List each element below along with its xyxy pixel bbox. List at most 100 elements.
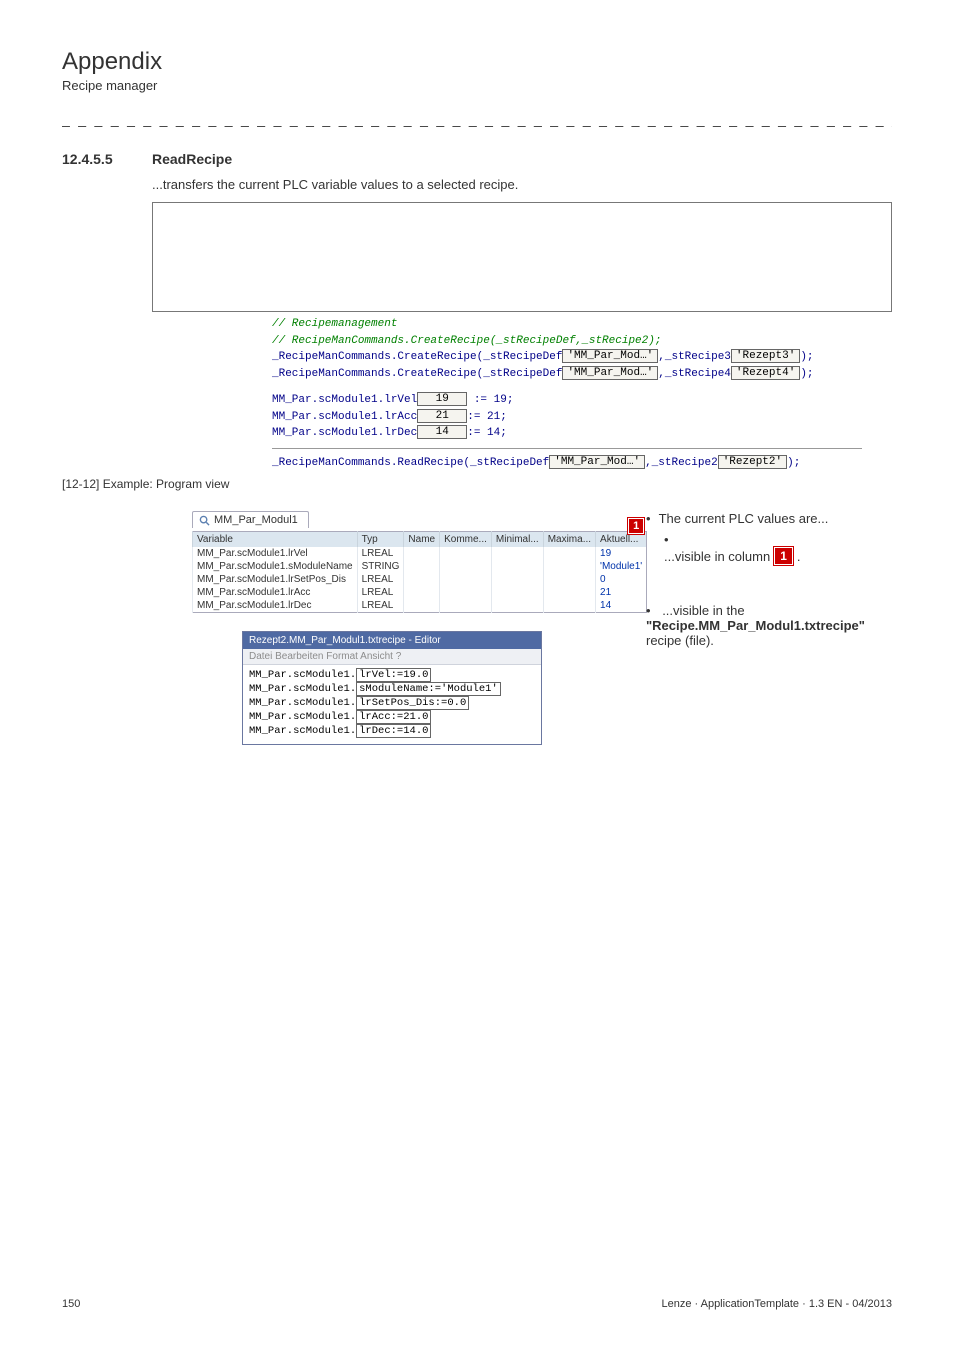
code-divider bbox=[272, 448, 862, 449]
ed-l5b: lrDec:=14.0 bbox=[356, 724, 431, 738]
table-cell: MM_Par.scModule1.lrSetPos_Dis bbox=[193, 573, 358, 586]
bullet-badge: 1 bbox=[774, 547, 793, 565]
ed-l5a: MM_Par.scModule1. bbox=[249, 725, 356, 737]
table-cell bbox=[440, 586, 492, 599]
table-cell: MM_Par.scModule1.sModuleName bbox=[193, 560, 358, 573]
col-variable[interactable]: Variable bbox=[193, 531, 358, 547]
code-v1a: MM_Par.scModule1.lrVel bbox=[272, 394, 417, 406]
figure-caption: [12-12] Example: Program view bbox=[62, 477, 892, 491]
code-v1b: 19 bbox=[417, 392, 467, 406]
table-cell bbox=[491, 586, 543, 599]
col-typ[interactable]: Typ bbox=[357, 531, 404, 547]
table-row[interactable]: MM_Par.scModule1.lrVelLREAL19 bbox=[193, 547, 647, 560]
table-cell bbox=[491, 573, 543, 586]
table-cell: LREAL bbox=[357, 586, 404, 599]
table-cell: MM_Par.scModule1.lrVel bbox=[193, 547, 358, 560]
table-row[interactable]: MM_Par.scModule1.lrDecLREAL 14 bbox=[193, 599, 647, 613]
section-number: 12.4.5.5 bbox=[62, 151, 152, 167]
variable-grid: Variable Typ Name Komme... Minimal... Ma… bbox=[192, 531, 647, 613]
code-line-1a: _RecipeManCommands.CreateRecipe(_stRecip… bbox=[272, 351, 562, 363]
editor-titlebar: Rezept2.MM_Par_Modul1.txtrecipe - Editor bbox=[243, 632, 541, 649]
table-row[interactable]: MM_Par.scModule1.sModuleNameSTRING 'Modul… bbox=[193, 560, 647, 573]
ed-l4b: lrAcc:=21.0 bbox=[356, 710, 431, 724]
table-cell bbox=[404, 560, 440, 573]
bullet-1: The current PLC values are... bbox=[646, 511, 892, 526]
code-v3a: MM_Par.scModule1.lrDec bbox=[272, 427, 417, 439]
table-cell bbox=[543, 573, 595, 586]
table-cell: LREAL bbox=[357, 547, 404, 560]
bullet-2c: recipe (file). bbox=[646, 633, 714, 648]
section-title: ReadRecipe bbox=[152, 151, 232, 167]
table-cell: LREAL bbox=[357, 599, 404, 613]
top-empty-frame bbox=[152, 202, 892, 312]
table-cell bbox=[440, 560, 492, 573]
table-cell bbox=[404, 586, 440, 599]
grid-tab[interactable]: MM_Par_Modul1 bbox=[192, 511, 309, 528]
ed-l1b: lrVel:=19.0 bbox=[356, 668, 431, 682]
ed-l3b: lrSetPos_Dis:=0.0 bbox=[356, 696, 469, 710]
col-name[interactable]: Name bbox=[404, 531, 440, 547]
code-v3b: 14 bbox=[417, 425, 467, 439]
table-cell bbox=[491, 547, 543, 560]
code-r1d: 'Rezept2' bbox=[718, 455, 787, 469]
code-r1b: 'MM_Par_Mod…' bbox=[549, 455, 645, 469]
table-row[interactable]: MM_Par.scModule1.lrAccLREAL 21 bbox=[193, 586, 647, 599]
table-cell: MM_Par.scModule1.lrDec bbox=[193, 599, 358, 613]
col-minimal[interactable]: Minimal... bbox=[491, 531, 543, 547]
table-cell bbox=[404, 547, 440, 560]
col-badge-1: 1 bbox=[628, 518, 644, 534]
section-desc: ...transfers the current PLC variable va… bbox=[152, 177, 892, 192]
code-line-1e: ); bbox=[800, 351, 813, 363]
code-box-1d: 'Rezept3' bbox=[731, 349, 800, 363]
table-cell: 21 bbox=[596, 586, 647, 599]
code-line-2c: ,_stRecipe4 bbox=[658, 368, 731, 380]
ed-l1a: MM_Par.scModule1. bbox=[249, 669, 356, 681]
table-cell: 14 bbox=[596, 599, 647, 613]
page-footer: 150 Lenze · ApplicationTemplate · 1.3 EN… bbox=[62, 1298, 892, 1310]
table-cell bbox=[543, 599, 595, 613]
code-line-2a: _RecipeManCommands.CreateRecipe(_stRecip… bbox=[272, 368, 562, 380]
table-cell: 'Module1' bbox=[596, 560, 647, 573]
code-block: // Recipemanagement // RecipeManCommands… bbox=[272, 316, 862, 471]
table-cell bbox=[543, 560, 595, 573]
code-line-2e: ); bbox=[800, 368, 813, 380]
code-r1e: ); bbox=[787, 457, 800, 469]
bullet-1-sub-b: . bbox=[797, 549, 801, 564]
code-box-2b: 'MM_Par_Mod…' bbox=[562, 366, 658, 380]
col-maxima[interactable]: Maxima... bbox=[543, 531, 595, 547]
table-row[interactable]: MM_Par.scModule1.lrSetPos_DisLREAL0 bbox=[193, 573, 647, 586]
table-cell bbox=[440, 599, 492, 613]
appendix-subtitle: Recipe manager bbox=[62, 78, 892, 93]
magnifier-icon bbox=[199, 515, 210, 526]
code-r1c: ,_stRecipe2 bbox=[645, 457, 718, 469]
footer-right: Lenze · ApplicationTemplate · 1.3 EN - 0… bbox=[661, 1298, 892, 1310]
table-cell: MM_Par.scModule1.lrAcc bbox=[193, 586, 358, 599]
appendix-title: Appendix bbox=[62, 48, 892, 76]
code-v3c: := 14; bbox=[467, 427, 507, 439]
code-v2c: := 21; bbox=[467, 411, 507, 423]
divider-dashes: _ _ _ _ _ _ _ _ _ _ _ _ _ _ _ _ _ _ _ _ … bbox=[62, 111, 892, 127]
code-line-1c: ,_stRecipe3 bbox=[658, 351, 731, 363]
bullet-1-sub-a: ...visible in column bbox=[664, 549, 770, 564]
page-number: 150 bbox=[62, 1298, 80, 1310]
table-cell bbox=[404, 573, 440, 586]
bullet-2: ...visible in the "Recipe.MM_Par_Modul1.… bbox=[646, 603, 892, 648]
table-cell bbox=[543, 547, 595, 560]
bullet-2a: ...visible in the bbox=[662, 603, 744, 618]
ed-l2a: MM_Par.scModule1. bbox=[249, 683, 356, 695]
col-komme[interactable]: Komme... bbox=[440, 531, 492, 547]
editor-menu[interactable]: Datei Bearbeiten Format Ansicht ? bbox=[243, 649, 541, 665]
table-cell: STRING bbox=[357, 560, 404, 573]
bullet-2b: "Recipe.MM_Par_Modul1.txtrecipe" bbox=[646, 618, 865, 633]
col-aktuell[interactable]: Aktuell...1 bbox=[596, 531, 647, 547]
table-cell: 0 bbox=[596, 573, 647, 586]
grid-tab-label: MM_Par_Modul1 bbox=[214, 514, 298, 526]
bullet-1-sub: ...visible in column 1 . bbox=[664, 532, 892, 565]
table-cell bbox=[404, 599, 440, 613]
code-box-1b: 'MM_Par_Mod…' bbox=[562, 349, 658, 363]
code-comment-1: // Recipemanagement bbox=[272, 318, 397, 330]
code-box-2d: 'Rezept4' bbox=[731, 366, 800, 380]
ed-l2b: sModuleName:='Module1' bbox=[356, 682, 501, 696]
code-r1a: _RecipeManCommands.ReadRecipe(_stRecipeD… bbox=[272, 457, 549, 469]
editor-body: MM_Par.scModule1.lrVel:=19.0 MM_Par.scMo… bbox=[243, 665, 541, 744]
